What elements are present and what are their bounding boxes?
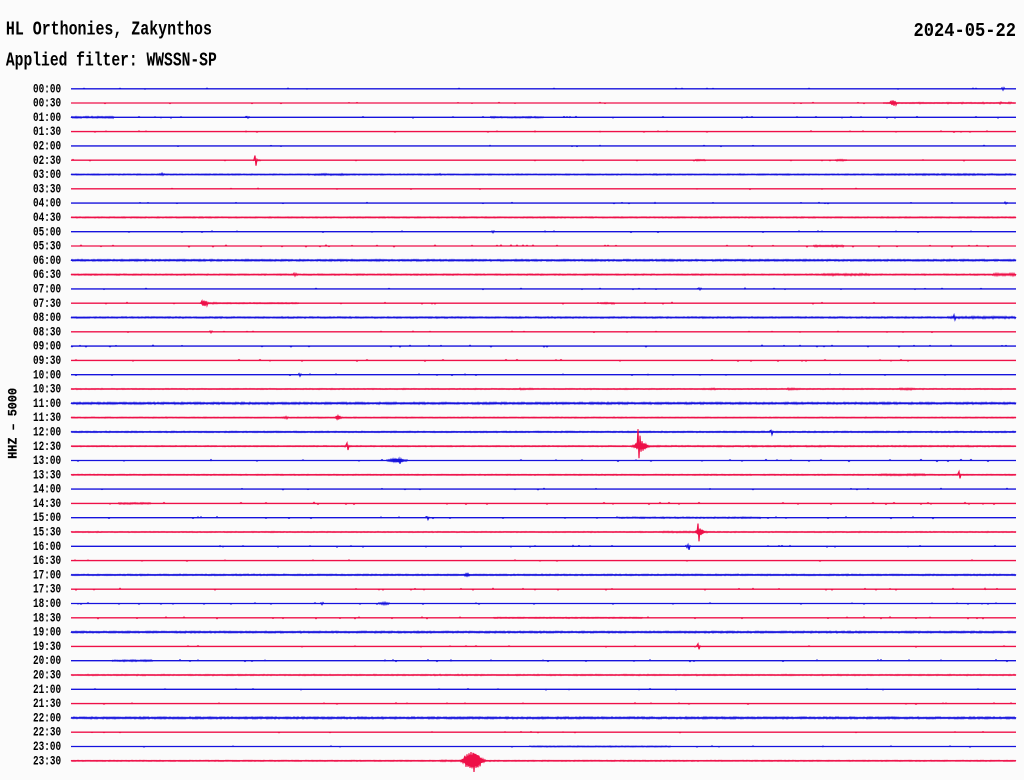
svg-text:21:30: 21:30 bbox=[33, 698, 61, 712]
svg-text:07:30: 07:30 bbox=[33, 298, 61, 312]
svg-text:02:30: 02:30 bbox=[33, 155, 61, 169]
svg-text:18:30: 18:30 bbox=[33, 612, 61, 626]
svg-text:14:30: 14:30 bbox=[33, 498, 61, 512]
svg-text:14:00: 14:00 bbox=[33, 483, 61, 497]
svg-text:HL Orthonies, Zakynthos: HL Orthonies, Zakynthos bbox=[6, 20, 212, 41]
svg-text:12:00: 12:00 bbox=[33, 426, 61, 440]
svg-text:15:30: 15:30 bbox=[33, 526, 61, 540]
svg-text:01:00: 01:00 bbox=[33, 112, 61, 126]
svg-text:18:00: 18:00 bbox=[33, 598, 61, 612]
svg-text:16:00: 16:00 bbox=[33, 541, 61, 555]
svg-text:00:00: 00:00 bbox=[33, 83, 61, 97]
svg-text:05:30: 05:30 bbox=[33, 240, 61, 254]
svg-text:17:00: 17:00 bbox=[33, 569, 61, 583]
svg-text:23:00: 23:00 bbox=[33, 741, 61, 755]
svg-text:09:30: 09:30 bbox=[33, 355, 61, 369]
svg-text:22:00: 22:00 bbox=[33, 712, 61, 726]
svg-text:19:00: 19:00 bbox=[33, 626, 61, 640]
svg-text:04:00: 04:00 bbox=[33, 198, 61, 212]
svg-text:19:30: 19:30 bbox=[33, 641, 61, 655]
svg-text:21:00: 21:00 bbox=[33, 684, 61, 698]
svg-text:Applied filter: WWSSN-SP: Applied filter: WWSSN-SP bbox=[6, 51, 217, 72]
svg-text:13:30: 13:30 bbox=[33, 469, 61, 483]
svg-text:22:30: 22:30 bbox=[33, 727, 61, 741]
svg-text:06:30: 06:30 bbox=[33, 269, 61, 283]
svg-text:11:30: 11:30 bbox=[33, 412, 61, 426]
svg-text:17:30: 17:30 bbox=[33, 584, 61, 598]
svg-text:15:00: 15:00 bbox=[33, 512, 61, 526]
svg-text:10:30: 10:30 bbox=[33, 383, 61, 397]
svg-text:00:30: 00:30 bbox=[33, 97, 61, 111]
svg-text:09:00: 09:00 bbox=[33, 340, 61, 354]
svg-text:2024-05-22: 2024-05-22 bbox=[914, 21, 1017, 42]
svg-text:16:30: 16:30 bbox=[33, 555, 61, 569]
svg-text:23:30: 23:30 bbox=[33, 755, 61, 769]
svg-text:08:00: 08:00 bbox=[33, 312, 61, 326]
svg-text:13:00: 13:00 bbox=[33, 455, 61, 469]
svg-text:07:00: 07:00 bbox=[33, 283, 61, 297]
svg-text:20:30: 20:30 bbox=[33, 669, 61, 683]
svg-text:03:00: 03:00 bbox=[33, 169, 61, 183]
svg-text:04:30: 04:30 bbox=[33, 212, 61, 226]
svg-text:20:00: 20:00 bbox=[33, 655, 61, 669]
svg-text:02:00: 02:00 bbox=[33, 140, 61, 154]
svg-text:03:30: 03:30 bbox=[33, 183, 61, 197]
svg-text:08:30: 08:30 bbox=[33, 326, 61, 340]
svg-text:11:00: 11:00 bbox=[33, 398, 61, 412]
svg-text:01:30: 01:30 bbox=[33, 126, 61, 140]
svg-text:12:30: 12:30 bbox=[33, 441, 61, 455]
svg-text:10:00: 10:00 bbox=[33, 369, 61, 383]
svg-text:05:00: 05:00 bbox=[33, 226, 61, 240]
svg-text:HHZ – 5000: HHZ – 5000 bbox=[6, 388, 21, 459]
svg-text:06:00: 06:00 bbox=[33, 255, 61, 269]
